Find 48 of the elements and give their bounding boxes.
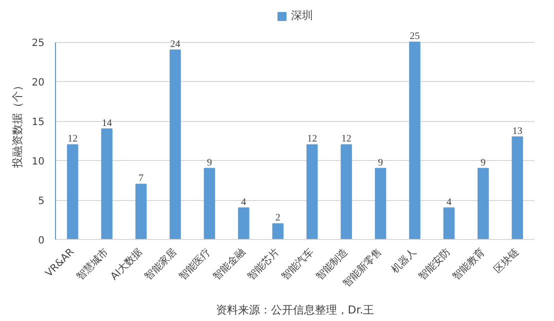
bar (443, 207, 455, 240)
data-label: 9 (378, 157, 384, 168)
bar (135, 184, 147, 240)
x-tick-label: 机器人 (388, 246, 419, 276)
data-label: 25 (410, 31, 420, 42)
x-tick-label: 智慧城市 (74, 246, 111, 283)
x-tick-label: 智能家居 (142, 246, 180, 283)
bar (512, 136, 524, 240)
data-label: 12 (307, 134, 318, 145)
data-label: 13 (512, 126, 522, 137)
y-tick-label: 25 (32, 38, 45, 50)
x-tick-label: AI大数据 (108, 246, 145, 283)
x-tick-label: 智能安防 (416, 246, 453, 283)
y-tick-label: 10 (32, 156, 45, 168)
y-axis-title: 投融资数据（个） (10, 80, 24, 169)
x-tick-label: 区块链 (492, 246, 522, 276)
bar (66, 144, 78, 240)
data-label: 12 (341, 134, 352, 145)
text: 资料来源：公开信息整理，Dr.王 (216, 304, 374, 316)
bar (204, 168, 216, 240)
data-label: 7 (138, 173, 144, 184)
y-tick-label: 5 (38, 196, 45, 208)
x-tick-label: 智能教育 (450, 246, 488, 283)
data-label: 4 (241, 196, 246, 208)
y-tick-label: 20 (32, 78, 45, 89)
bar (374, 168, 386, 240)
data-label: 24 (170, 38, 180, 50)
legend-label: 深圳 (291, 8, 313, 23)
bar (409, 42, 420, 240)
bar (272, 223, 284, 240)
data-label: 4 (446, 196, 452, 208)
bar (238, 207, 250, 240)
data-label: 2 (275, 212, 280, 224)
x-tick-label: 智能金融 (210, 246, 248, 283)
x-tick-label: 智能汽车 (279, 246, 316, 283)
data-label: 9 (206, 157, 212, 168)
bar (170, 49, 181, 240)
bar (101, 128, 112, 240)
bar (306, 144, 318, 240)
data-label: 12 (68, 134, 78, 145)
bar (478, 168, 489, 240)
bar (340, 144, 352, 240)
data-label: 9 (480, 157, 486, 168)
data-label: 14 (102, 118, 112, 129)
x-tick-label: 智能医疗 (176, 246, 214, 283)
y-tick-label: 0 (38, 236, 45, 246)
x-tick-label: 智能芯片 (245, 246, 282, 283)
y-tick-label: 15 (32, 117, 45, 128)
